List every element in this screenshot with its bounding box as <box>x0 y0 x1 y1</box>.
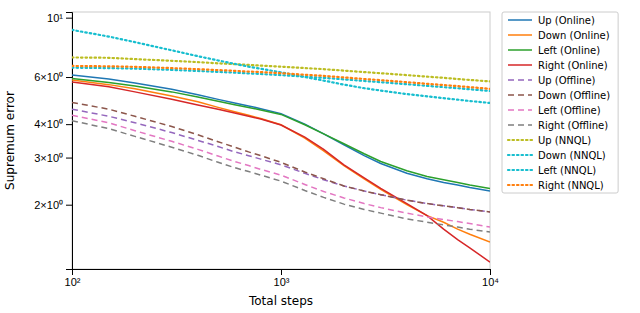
y-tick: 2×10⁰ <box>34 199 72 211</box>
legend-box <box>502 12 618 193</box>
series-line <box>72 115 490 227</box>
legend-label: Left (Offline) <box>538 105 601 116</box>
series-line <box>72 82 490 262</box>
legend-swatch <box>508 184 532 186</box>
y-tick-label: 6×10⁰ <box>34 71 63 83</box>
legend-swatch <box>508 34 532 36</box>
legend-item: Left (Online) <box>508 45 600 56</box>
y-tick-mark <box>66 18 72 19</box>
legend-label: Left (NNQL) <box>538 165 596 176</box>
x-tick: 10³ <box>274 269 290 288</box>
legend-item: Up (NNQL) <box>508 135 591 146</box>
legend-label: Up (Online) <box>538 15 595 26</box>
legend-item: Left (NNQL) <box>508 165 596 176</box>
legend-swatch <box>508 49 532 51</box>
legend-item: Up (Offline) <box>508 75 596 86</box>
legend-item: Left (Offline) <box>508 105 601 116</box>
legend-swatch <box>508 139 532 141</box>
legend-label: Right (NNQL) <box>538 180 604 191</box>
plot: 10² 10³ 10⁴ 2×10⁰ 3×10⁰ 4×10⁰ 6×10⁰ 10¹ Total st… <box>3 12 499 308</box>
legend-label: Down (NNQL) <box>538 150 606 161</box>
legend-label: Down (Online) <box>538 30 610 41</box>
x-tick-label: 10² <box>65 276 81 288</box>
x-tick: 10² <box>65 269 81 288</box>
legend-swatch <box>508 94 532 96</box>
y-tick-label: 2×10⁰ <box>34 199 63 211</box>
y-tick-mark <box>66 158 72 159</box>
series-line <box>72 79 490 189</box>
series-line <box>72 102 490 211</box>
legend: Up (Online) Down (Online) Left (Online) Rig… <box>502 12 618 193</box>
y-tick-label: 10¹ <box>47 12 63 24</box>
y-tick: 4×10⁰ <box>34 118 72 130</box>
x-axis-line <box>73 270 491 276</box>
legend-swatch <box>508 19 532 21</box>
chart: 10² 10³ 10⁴ 2×10⁰ 3×10⁰ 4×10⁰ 6×10⁰ 10¹ Total st… <box>0 0 640 313</box>
legend-swatch <box>508 64 532 66</box>
x-axis: 10² 10³ 10⁴ <box>65 269 500 288</box>
y-axis: 2×10⁰ 3×10⁰ 4×10⁰ 6×10⁰ 10¹ <box>34 12 72 270</box>
y-tick: 6×10⁰ <box>34 71 72 83</box>
legend-label: Right (Offline) <box>538 120 608 131</box>
legend-label: Down (Offline) <box>538 90 610 101</box>
x-axis-title: Total steps <box>248 294 313 308</box>
legend-swatch <box>508 169 532 171</box>
y-tick-mark <box>66 124 72 125</box>
legend-item: Right (Online) <box>508 60 608 71</box>
legend-item: Right (Offline) <box>508 120 608 131</box>
series-line <box>72 30 490 103</box>
series-line <box>72 66 490 89</box>
x-tick-label: 10³ <box>274 276 290 288</box>
x-tick-mark <box>281 269 282 275</box>
series-line <box>72 80 490 242</box>
lines <box>72 30 490 262</box>
legend-swatch <box>508 79 532 81</box>
y-tick-label: 4×10⁰ <box>34 118 63 130</box>
legend-label: Up (Offline) <box>538 75 596 86</box>
y-tick-mark <box>66 205 72 206</box>
legend-item: Down (Offline) <box>508 90 610 101</box>
y-tick-mark <box>66 77 72 78</box>
legend-item: Down (Online) <box>508 30 610 41</box>
legend-swatch <box>508 124 532 126</box>
legend-swatch <box>508 154 532 156</box>
series-line <box>72 121 490 232</box>
plot-frame <box>72 12 490 269</box>
legend-item: Right (NNQL) <box>508 180 604 191</box>
legend-item: Down (NNQL) <box>508 150 606 161</box>
legend-label: Up (NNQL) <box>538 135 591 146</box>
legend-label: Left (Online) <box>538 45 600 56</box>
legend-swatch <box>508 109 532 111</box>
y-axis-title: Supremum error <box>3 91 17 190</box>
y-tick-label: 3×10⁰ <box>34 152 63 164</box>
legend-item: Up (Online) <box>508 15 595 26</box>
x-tick: 10⁴ <box>482 269 499 288</box>
y-tick: 3×10⁰ <box>34 152 72 164</box>
x-tick-mark <box>490 269 491 275</box>
legend-label: Right (Online) <box>538 60 608 71</box>
y-axis-line <box>66 13 73 270</box>
x-tick-label: 10⁴ <box>482 276 499 288</box>
y-tick: 10¹ <box>47 12 72 24</box>
series-line <box>72 109 490 212</box>
